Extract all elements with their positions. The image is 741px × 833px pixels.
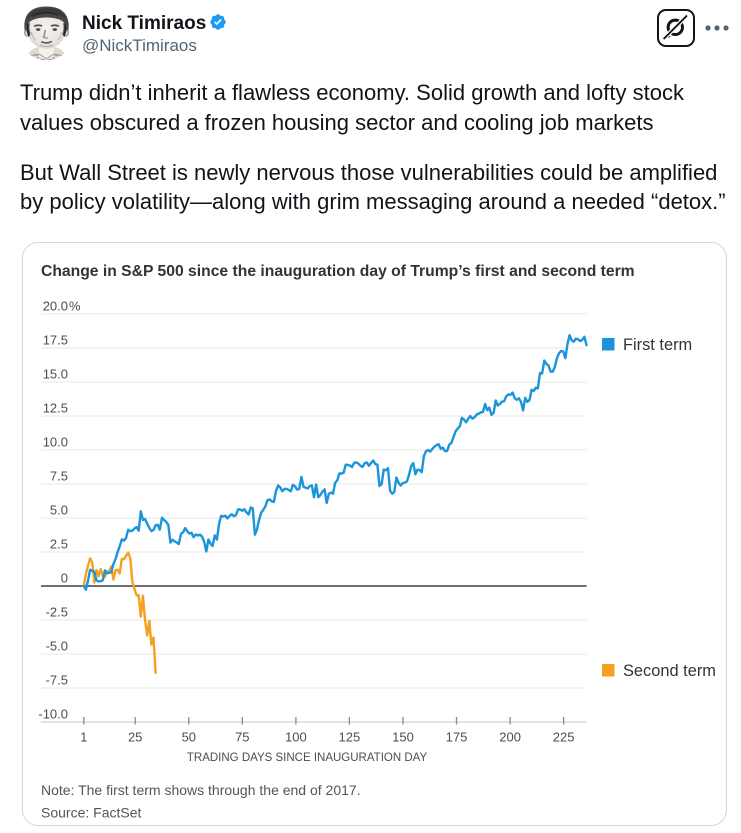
svg-text:-2.5: -2.5 — [46, 605, 68, 620]
svg-text:20.0: 20.0 — [43, 299, 68, 314]
svg-text:17.5: 17.5 — [43, 333, 68, 348]
svg-text:-7.5: -7.5 — [46, 673, 68, 688]
svg-text:-10.0: -10.0 — [38, 707, 68, 722]
svg-text:100: 100 — [285, 730, 307, 745]
svg-text:25: 25 — [128, 730, 142, 745]
svg-text:Second term: Second term — [623, 662, 716, 680]
svg-text:12.5: 12.5 — [43, 401, 68, 416]
svg-text:225: 225 — [553, 730, 575, 745]
svg-text:First term: First term — [623, 336, 692, 354]
svg-text:TRADING DAYS SINCE INAUGURATIO: TRADING DAYS SINCE INAUGURATION DAY — [187, 752, 428, 764]
svg-text:Note: The first term shows thr: Note: The first term shows through the e… — [41, 782, 361, 798]
svg-text:150: 150 — [392, 730, 414, 745]
svg-text:15.0: 15.0 — [43, 367, 68, 382]
svg-text:1: 1 — [80, 730, 87, 745]
svg-text:Source: FactSet: Source: FactSet — [41, 805, 141, 821]
svg-text:10.0: 10.0 — [43, 435, 68, 450]
svg-text:125: 125 — [339, 730, 361, 745]
svg-text:%: % — [69, 299, 81, 314]
svg-text:7.5: 7.5 — [50, 469, 68, 484]
svg-text:75: 75 — [235, 730, 249, 745]
svg-text:50: 50 — [182, 730, 196, 745]
svg-text:-5.0: -5.0 — [46, 639, 68, 654]
svg-text:0: 0 — [61, 571, 68, 586]
svg-text:Change in S&P 500 since the in: Change in S&P 500 since the inauguration… — [41, 263, 635, 280]
svg-text:175: 175 — [446, 730, 468, 745]
svg-text:2.5: 2.5 — [50, 537, 68, 552]
svg-text:5.0: 5.0 — [50, 503, 68, 518]
svg-text:200: 200 — [499, 730, 521, 745]
